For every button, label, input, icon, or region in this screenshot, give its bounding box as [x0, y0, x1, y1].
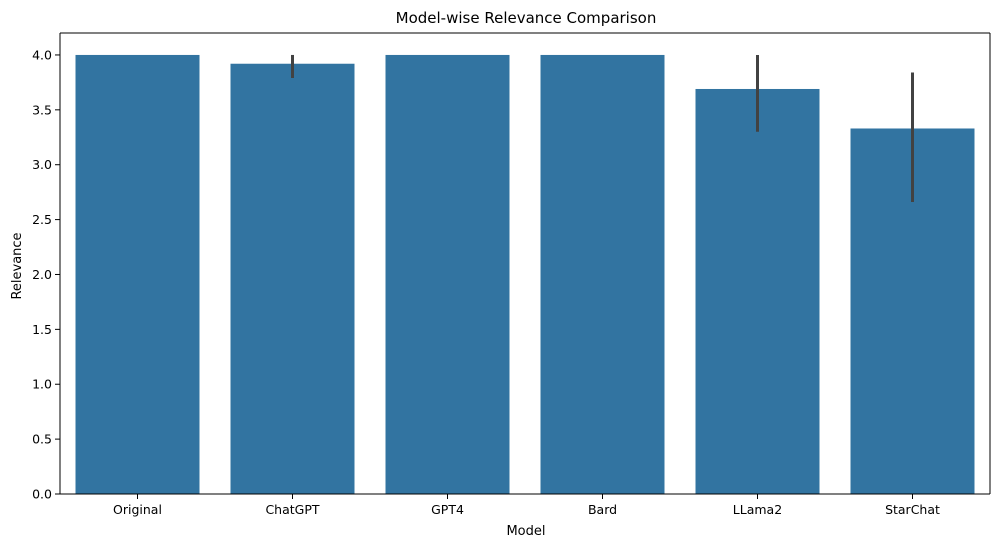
x-ticks-group: Original ChatGPT GPT4 Bard LLama2 StarChat	[113, 494, 940, 517]
y-axis-label: Relevance	[10, 232, 25, 299]
y-tick-label: 3.5	[32, 102, 52, 117]
x-tick-label: GPT4	[431, 502, 464, 517]
x-tick-label: Bard	[588, 502, 617, 517]
y-tick-label: 0.0	[32, 487, 52, 502]
bar-gpt4	[385, 54, 510, 494]
y-tick-label: 1.5	[32, 322, 52, 337]
bars-group	[75, 54, 975, 494]
y-tick-label: 2.0	[32, 267, 52, 282]
x-tick-label: ChatGPT	[265, 502, 319, 517]
x-axis-label: Model	[506, 524, 545, 539]
y-tick-label: 0.5	[32, 432, 52, 447]
x-tick-label: Original	[113, 502, 162, 517]
y-tick-label: 4.0	[32, 47, 52, 62]
x-tick-label: LLama2	[733, 502, 782, 517]
y-tick-label: 2.5	[32, 212, 52, 227]
bar-original	[75, 54, 200, 494]
y-ticks-group: 0.0 0.5 1.0 1.5 2.0 2.5 3.0 3.5 4.0	[32, 47, 60, 502]
bar-llama2	[695, 88, 820, 494]
bar-bard	[540, 54, 665, 494]
x-tick-label: StarChat	[885, 502, 940, 517]
y-tick-label: 3.0	[32, 157, 52, 172]
chart-title: Model-wise Relevance Comparison	[396, 9, 657, 27]
y-tick-label: 1.0	[32, 377, 52, 392]
bar-chatgpt	[230, 63, 355, 494]
error-bars-group	[291, 54, 914, 203]
